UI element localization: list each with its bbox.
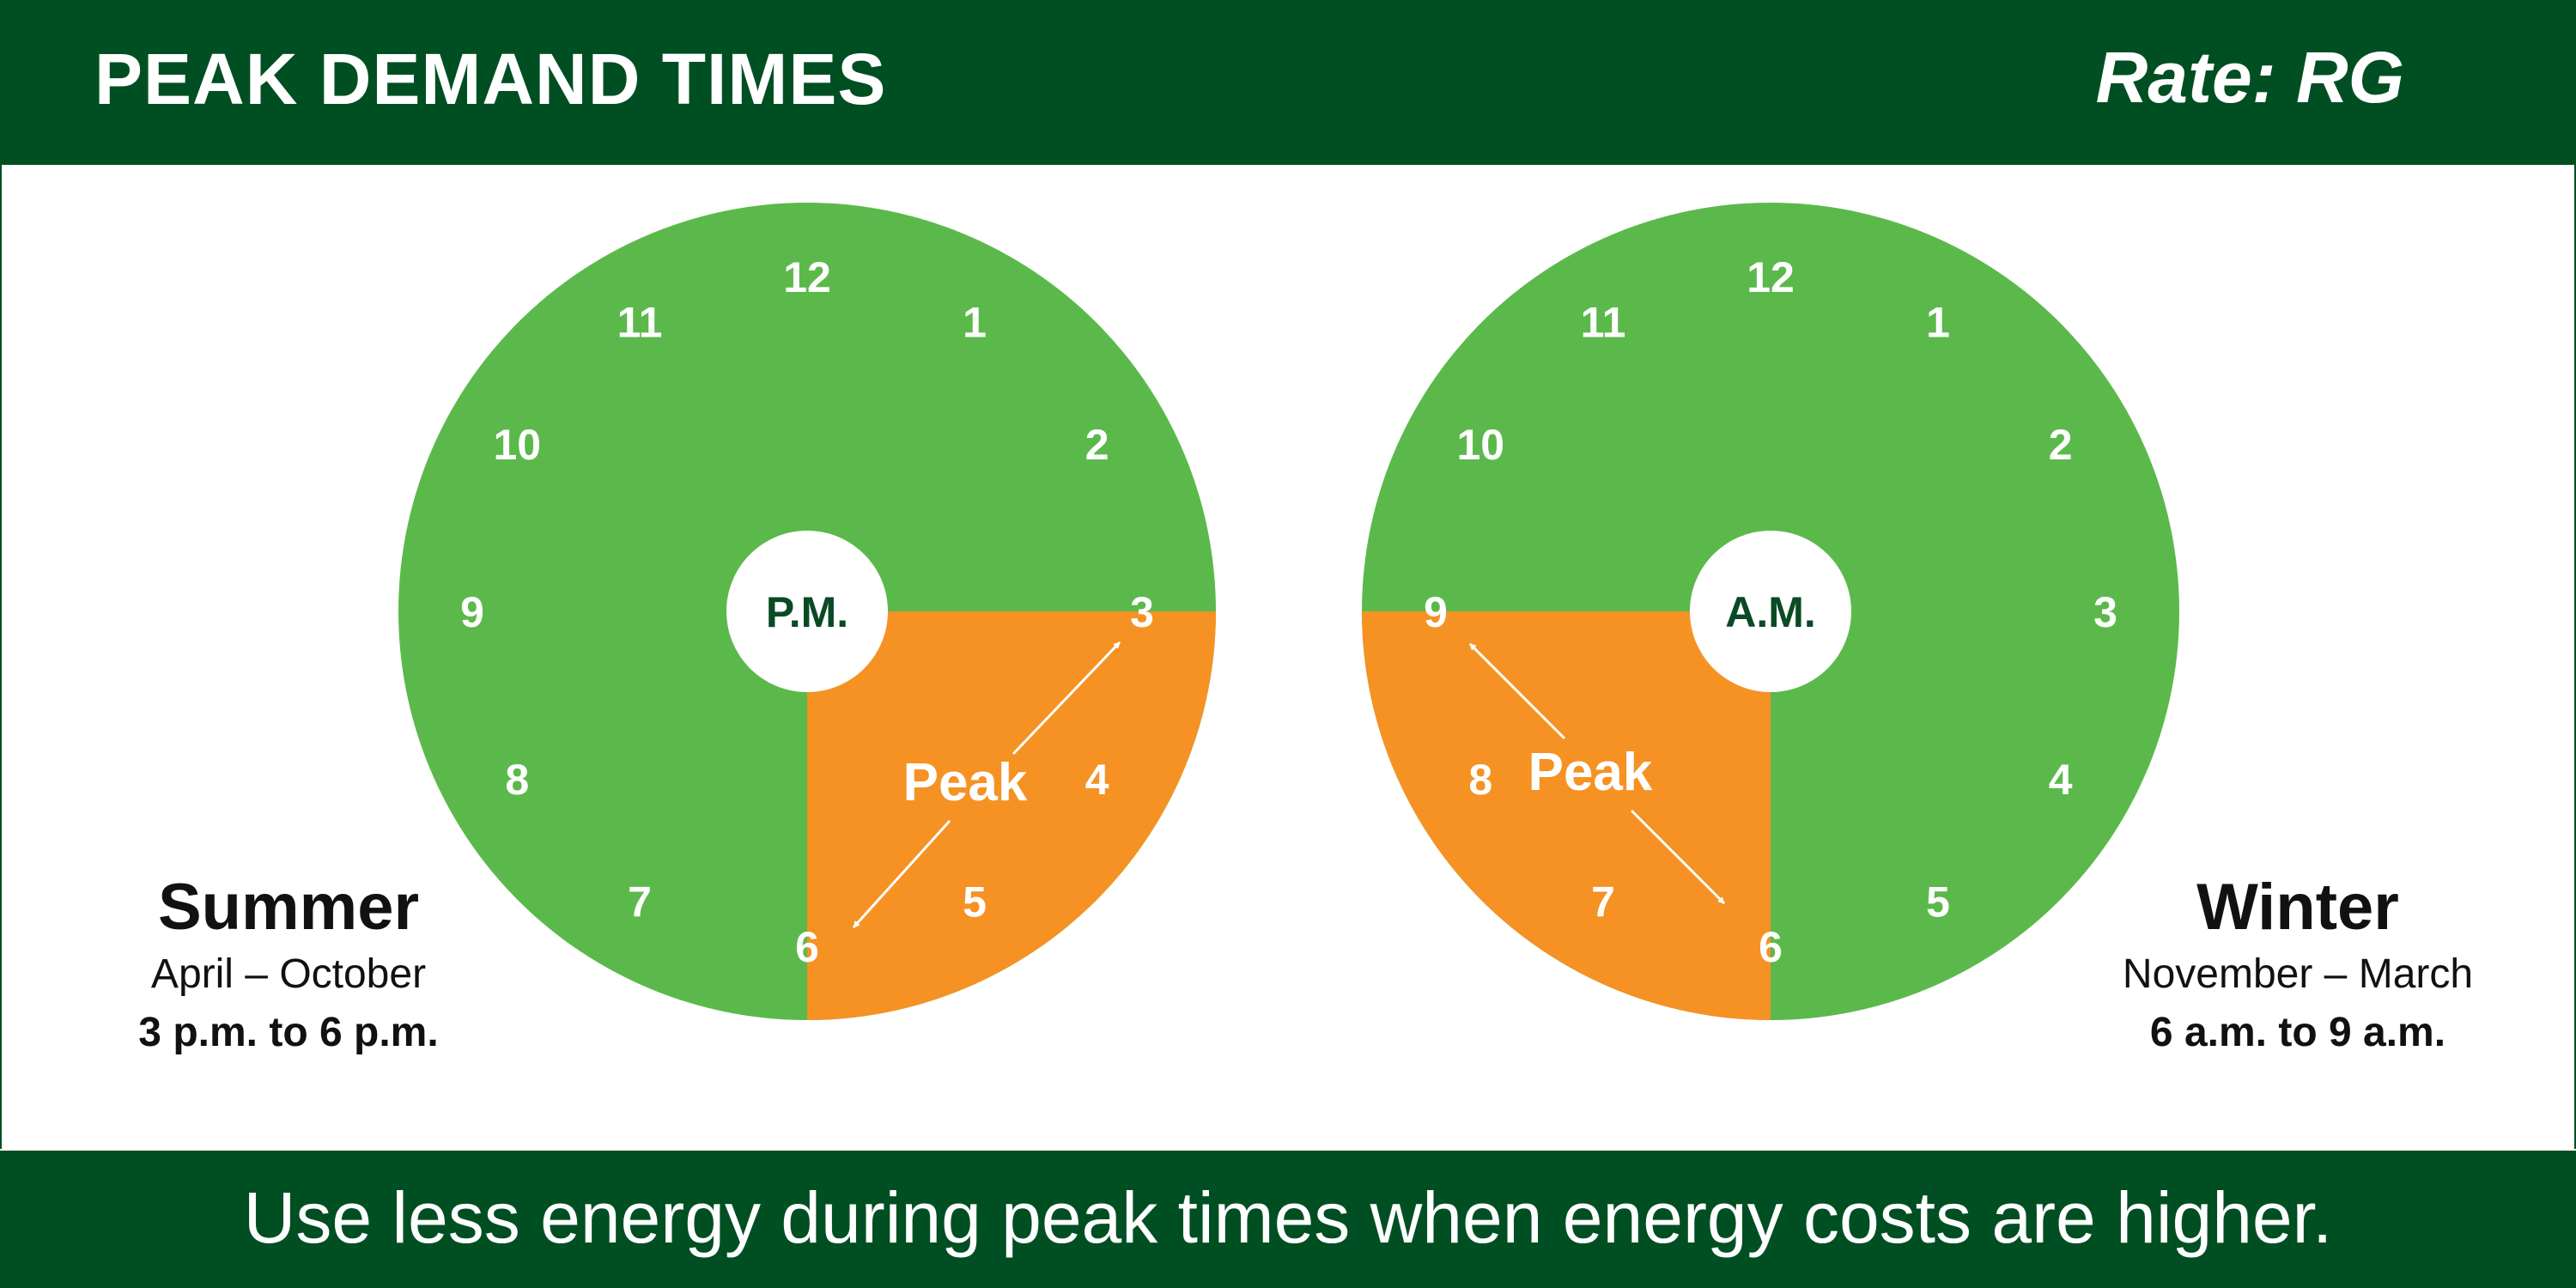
winter-hour-3: 3 bbox=[2093, 588, 2117, 636]
summer-hour-9: 9 bbox=[460, 588, 484, 636]
summer-hours: 3 p.m. to 6 p.m. bbox=[138, 1010, 438, 1055]
summer-peak-arrow-down bbox=[852, 819, 951, 929]
summer-peak-label: Peak bbox=[903, 753, 1028, 812]
winter-hour-2: 2 bbox=[2049, 421, 2073, 469]
winter-center-label: A.M. bbox=[1725, 588, 1816, 636]
winter-hour-1: 1 bbox=[1926, 298, 1950, 346]
summer-peak-arrow-up bbox=[1012, 641, 1121, 756]
summer-hour-7: 7 bbox=[628, 878, 652, 927]
winter-peak-sector bbox=[1362, 611, 1771, 1020]
summer-hour-4: 4 bbox=[1085, 756, 1109, 804]
winter-hour-4: 4 bbox=[2049, 756, 2073, 804]
summer-peak-sector bbox=[807, 611, 1216, 1020]
footer-bar: Use less energy during peak times when e… bbox=[0, 1151, 2576, 1288]
summer-hour-3: 3 bbox=[1130, 588, 1154, 636]
summer-hour-6: 6 bbox=[795, 923, 819, 971]
summer-hour-11: 11 bbox=[617, 298, 663, 346]
footer-message: Use less energy during peak times when e… bbox=[243, 1177, 2333, 1258]
winter-months: November – March bbox=[2123, 951, 2473, 997]
summer-hour-2: 2 bbox=[1085, 421, 1109, 469]
winter-hour-9: 9 bbox=[1424, 588, 1448, 636]
winter-peak-arrow-up bbox=[1468, 642, 1566, 740]
header-bar: PEAK DEMAND TIMES Rate: RG bbox=[0, 0, 2576, 165]
rate-label: Rate: RG bbox=[2095, 37, 2404, 118]
winter-hour-6: 6 bbox=[1759, 923, 1783, 971]
summer-season-name: Summer bbox=[158, 871, 419, 944]
summer-caption: Summer April – October 3 p.m. to 6 p.m. bbox=[138, 871, 438, 1055]
summer-hour-8: 8 bbox=[505, 756, 529, 804]
winter-hour-11: 11 bbox=[1581, 298, 1626, 346]
summer-hour-10: 10 bbox=[493, 421, 541, 469]
winter-hour-12: 12 bbox=[1747, 253, 1795, 301]
winter-hour-7: 7 bbox=[1591, 878, 1615, 927]
winter-hours: 6 a.m. to 9 a.m. bbox=[2150, 1010, 2445, 1055]
winter-hour-5: 5 bbox=[1926, 878, 1950, 927]
winter-peak-arrow-down bbox=[1630, 809, 1726, 905]
page-title: PEAK DEMAND TIMES bbox=[94, 39, 887, 119]
winter-center-circle bbox=[1690, 531, 1851, 692]
winter-hour-10: 10 bbox=[1456, 421, 1504, 469]
summer-months: April – October bbox=[151, 951, 426, 997]
summer-center-circle bbox=[726, 531, 888, 692]
winter-peak-label: Peak bbox=[1528, 743, 1653, 802]
winter-caption: Winter November – March 6 a.m. to 9 a.m. bbox=[2123, 871, 2473, 1055]
summer-center-label: P.M. bbox=[766, 588, 848, 636]
summer-hour-5: 5 bbox=[963, 878, 987, 927]
content-frame bbox=[0, 165, 2576, 1149]
winter-season-name: Winter bbox=[2196, 871, 2399, 944]
summer-hour-12: 12 bbox=[783, 253, 831, 301]
winter-hour-8: 8 bbox=[1468, 756, 1492, 804]
summer-hour-1: 1 bbox=[963, 298, 987, 346]
